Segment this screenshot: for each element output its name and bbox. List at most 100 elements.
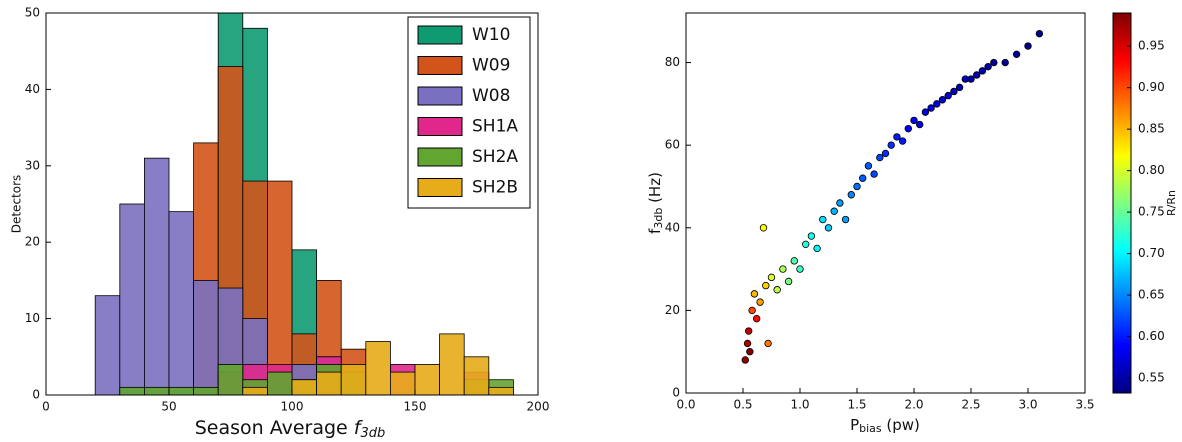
- histogram-bar: [266, 180, 293, 396]
- scatter-point: [933, 100, 941, 108]
- histogram-bar: [266, 371, 293, 396]
- histogram-bar: [217, 364, 244, 396]
- histogram-bar: [119, 386, 145, 396]
- colorbar: [1112, 12, 1132, 394]
- scatter-point: [984, 62, 992, 71]
- x-tick-label: 2.0: [904, 398, 923, 412]
- histogram-bar: [143, 386, 170, 396]
- colorbar-tick-label: 0.90: [1138, 80, 1165, 94]
- scatter-point: [802, 240, 810, 249]
- scatter-point: [830, 207, 838, 215]
- scatter-point: [955, 83, 964, 92]
- x-tick-label: 100: [281, 400, 304, 414]
- scatter-point: [813, 244, 821, 253]
- colorbar-tick-label: 0.60: [1138, 329, 1165, 343]
- legend-label: W08: [472, 86, 510, 106]
- y-tick-label: 80: [665, 55, 680, 69]
- scatter-point: [859, 174, 867, 182]
- legend-swatch: [417, 56, 463, 75]
- scatter-point: [762, 281, 770, 290]
- scatter-point: [921, 108, 930, 116]
- legend-swatch: [417, 86, 463, 106]
- scatter-point: [1024, 42, 1032, 50]
- histogram-bar: [143, 157, 170, 396]
- legend-label: SH2A: [472, 147, 518, 167]
- scatter-point: [767, 273, 776, 282]
- x-tick-label: 3.5: [1075, 398, 1094, 412]
- scatter-point: [752, 314, 761, 323]
- histogram-bar: [193, 279, 219, 396]
- legend-label: W10: [472, 25, 510, 45]
- x-tick-label: 1.0: [790, 398, 809, 412]
- x-tick-label: 0: [42, 400, 50, 414]
- scatter-point: [784, 277, 793, 286]
- y-tick-label: 40: [25, 82, 40, 96]
- y-tick-label: 40: [665, 220, 680, 234]
- legend-label: W09: [472, 56, 510, 76]
- scatter-point: [756, 298, 764, 306]
- legend-swatch: [417, 178, 463, 197]
- scatter-point: [748, 306, 756, 315]
- y-tick-label: 30: [25, 158, 40, 172]
- x-tick-label: 50: [161, 400, 176, 414]
- scatter-point: [1001, 58, 1009, 67]
- legend-swatch: [417, 25, 463, 45]
- scatter-point: [990, 58, 998, 67]
- legend-swatch: [417, 147, 463, 167]
- y-axis-label: Detectors: [10, 175, 24, 234]
- x-tick-label: 2.5: [961, 398, 980, 412]
- histogram-bar: [463, 356, 490, 396]
- scatter-point: [836, 199, 844, 207]
- histogram-bar: [193, 386, 219, 396]
- y-tick-label: 0: [672, 386, 680, 400]
- histogram-bar: [119, 203, 145, 396]
- x-tick-label: 0.5: [733, 398, 752, 412]
- scatter-point: [779, 265, 787, 273]
- histogram-bar: [291, 379, 318, 396]
- y-tick-label: 20: [25, 235, 40, 249]
- scatter-point: [743, 339, 752, 348]
- y-tick-label: 20: [665, 303, 680, 317]
- scatter-point: [870, 170, 878, 178]
- scatter-point: [750, 290, 759, 298]
- legend-label: SH2B: [472, 178, 518, 198]
- colorbar-tick-label: 0.70: [1138, 246, 1165, 260]
- scatter-point: [910, 116, 918, 125]
- scatter-point: [796, 265, 804, 273]
- scatter-point: [881, 149, 890, 158]
- histogram-bar: [168, 386, 195, 396]
- x-tick-label: 150: [404, 400, 427, 414]
- x-axis-label: Pbias (pw): [850, 416, 920, 436]
- scatter-point: [864, 162, 873, 170]
- scatter-point: [893, 133, 901, 141]
- x-tick-label: 3.0: [1018, 398, 1037, 412]
- scatter-point: [853, 182, 861, 191]
- x-tick-label: 0.0: [676, 398, 695, 412]
- histogram-bar: [414, 364, 441, 396]
- colorbar-tick-label: 0.65: [1138, 288, 1165, 302]
- legend-label: SH1A: [472, 117, 518, 137]
- histogram-bar: [439, 333, 465, 396]
- x-axis-label: Season Average f3db: [195, 417, 386, 441]
- y-tick-label: 0: [32, 388, 40, 402]
- histogram-bar: [316, 371, 342, 396]
- scatter-point: [807, 232, 816, 240]
- colorbar-tick-label: 0.85: [1138, 122, 1165, 136]
- colorbar-tick-label: 0.75: [1138, 205, 1165, 219]
- scatter-point: [916, 120, 924, 129]
- scatter-point: [741, 356, 749, 364]
- scatter-point: [876, 153, 884, 162]
- scatter-point: [967, 75, 975, 83]
- scatter-point: [950, 87, 958, 96]
- y-tick-label: 50: [25, 6, 40, 20]
- scatter-point: [759, 224, 768, 232]
- histogram-bar: [340, 364, 367, 396]
- histogram-bar: [242, 386, 268, 396]
- colorbar-label: R/Rn: [1165, 190, 1178, 216]
- legend-swatch: [417, 117, 463, 136]
- scatter-point: [847, 191, 855, 199]
- colorbar-tick-label: 0.80: [1138, 163, 1165, 177]
- legend: [407, 16, 531, 209]
- scatter-point: [978, 67, 987, 75]
